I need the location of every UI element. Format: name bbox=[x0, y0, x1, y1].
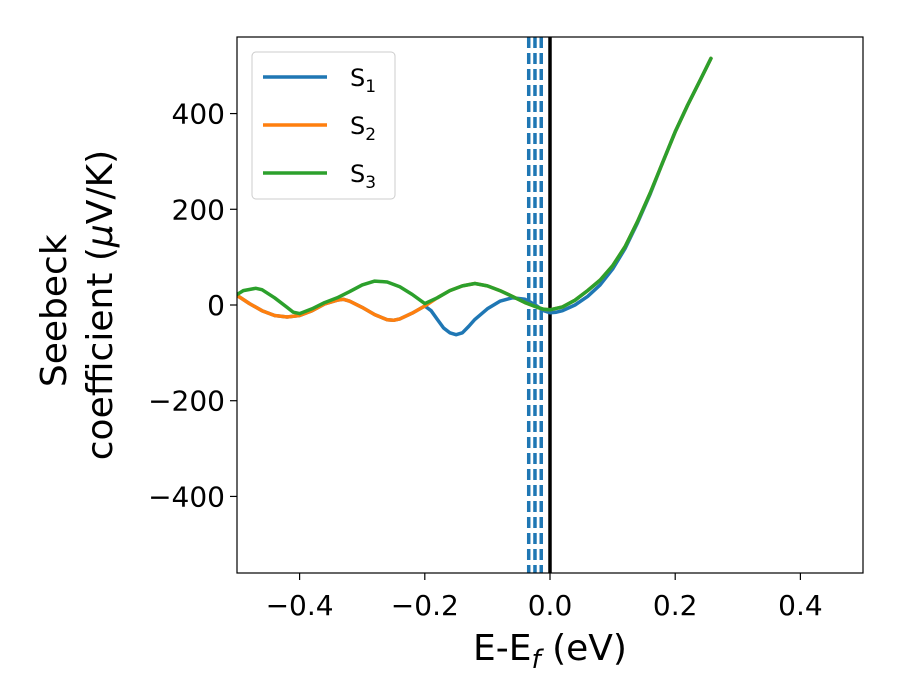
series-line-s3 bbox=[237, 56, 713, 316]
x-axis-label: E-Ef (eV) bbox=[473, 628, 627, 675]
legend-label-s2: S2 bbox=[350, 112, 376, 145]
x-axis-ticks: −0.4 −0.2 0.0 0.2 0.4 bbox=[266, 573, 823, 622]
x-tick-label: 0.4 bbox=[778, 589, 823, 622]
y-tick-label: 0 bbox=[207, 289, 225, 322]
series-lines bbox=[237, 56, 713, 337]
y-axis-ticks: 400 200 0 −200 −400 bbox=[148, 98, 237, 513]
x-tick-label: −0.4 bbox=[266, 589, 334, 622]
reference-lines bbox=[526, 37, 552, 573]
y-axis-label-line1: Seebeck bbox=[34, 234, 75, 387]
x-tick-label: 0.2 bbox=[653, 589, 698, 622]
y-axis-label-line2: coefficient (μV/K) bbox=[80, 150, 121, 460]
legend-label-s1: S1 bbox=[350, 64, 376, 97]
legend: S1 S2 S3 bbox=[251, 51, 396, 200]
y-tick-label: −200 bbox=[148, 385, 225, 418]
y-tick-label: −400 bbox=[148, 480, 225, 513]
x-tick-label: 0.0 bbox=[528, 589, 573, 622]
x-tick-label: −0.2 bbox=[391, 589, 459, 622]
y-tick-label: 200 bbox=[172, 193, 225, 226]
y-axis-label: Seebeck coefficient (μV/K) bbox=[34, 150, 121, 460]
legend-label-s3: S3 bbox=[350, 160, 376, 193]
plot-area bbox=[237, 37, 713, 573]
y-tick-label: 400 bbox=[172, 98, 225, 131]
